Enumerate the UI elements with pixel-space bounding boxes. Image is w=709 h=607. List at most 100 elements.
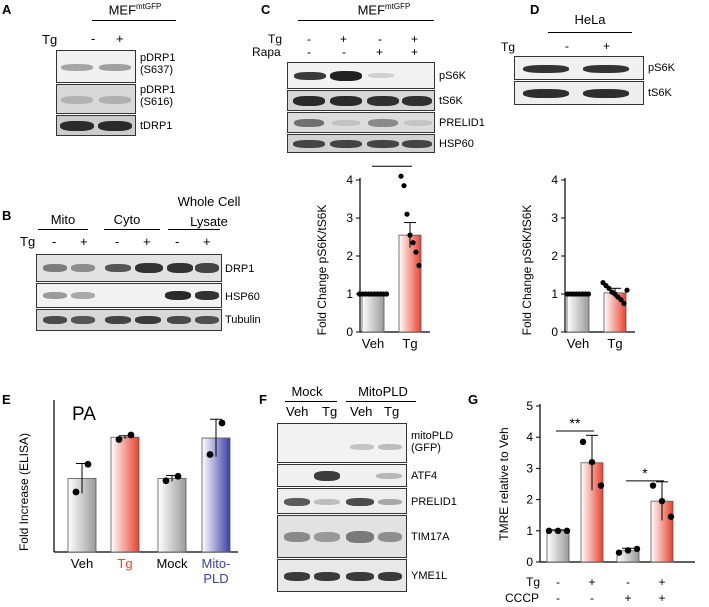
blot-d-ts6k	[514, 81, 644, 105]
chart-g-row1-3: +	[658, 575, 665, 589]
label-f-mitopld: mitoPLD (GFP)	[411, 430, 454, 454]
chart-g-point-0-0	[545, 527, 553, 534]
panel-c-header-line	[298, 20, 434, 21]
chart-g-ytick-label-2: 2	[526, 493, 533, 507]
chart-g-row1-2: -	[626, 575, 630, 589]
chart-d-point-1-8	[624, 287, 630, 293]
panel-f-group-mitopld: MitoPLD	[358, 384, 408, 399]
panel-a-lane-2: +	[116, 31, 124, 46]
panel-letter-c: C	[261, 2, 271, 17]
blot-c-ps6k	[287, 62, 435, 89]
blot-b-hsp60	[36, 283, 222, 308]
panel-b-group-cyto: Cyto	[113, 212, 141, 227]
chart-g-point-2-2	[633, 545, 641, 553]
panel-c-cell-line: MEFmtGFP	[357, 2, 411, 18]
blot-f-atf4	[277, 464, 407, 487]
panel-c-r1-l2: +	[340, 32, 348, 46]
panel-c-r1-l4: +	[411, 32, 419, 46]
chart-c-point-0-9	[383, 291, 390, 297]
label-f-prelid1: PRELID1	[411, 496, 457, 508]
chart-d-ylabel: Fold Change pS6K/tS6K	[520, 205, 534, 336]
chart-g-row1-label: Tg	[526, 575, 540, 589]
chart-d-point-1-2	[606, 285, 612, 291]
chart-g-point-1-2	[597, 482, 605, 489]
chart-g-sig-label-2: *	[642, 465, 648, 481]
panel-letter-b: B	[2, 208, 12, 223]
label-f-yme1l: YME1L	[411, 570, 448, 582]
panel-c-row1-label: Tg	[268, 32, 283, 46]
chart-e-point-3-1	[218, 419, 226, 427]
panel-d-lane-1: -	[565, 39, 569, 53]
chart-g-point-0-2	[563, 527, 571, 534]
panel-letter-f: F	[259, 392, 267, 407]
chart-g: TMRE relative to Veh Tg CCCP 0 1 2 3 4 5 - + - + -…	[497, 399, 695, 605]
panel-c-r2-l1: -	[307, 45, 311, 59]
chart-g-ytick-label-5: 5	[526, 399, 533, 413]
panel-letter-a: A	[2, 2, 12, 17]
chart-d-point-1-7	[621, 300, 627, 307]
panel-b-lane-3: -	[115, 234, 120, 249]
chart-g-row2-2: +	[624, 591, 631, 605]
blot-pdrp1-s616	[56, 84, 136, 114]
chart-e-xlabel-3: Mito-	[202, 556, 231, 571]
chart-g-point-3-0	[649, 482, 657, 489]
chart-g-sig-label-1: **	[570, 415, 581, 431]
panel-c-r1-l3: -	[378, 32, 382, 46]
panel-f-line-mock	[285, 401, 337, 402]
panel-f-lane-2: Tg	[322, 404, 338, 419]
panel-letter-g: G	[468, 392, 479, 407]
panel-d-cell-line: HeLa	[574, 12, 606, 27]
label-pdrp1-s616: pDRP1 (S616)	[140, 84, 176, 108]
chart-c-point-1-3	[407, 232, 413, 238]
chart-d-ytick-label-4: 4	[551, 173, 558, 187]
blot-f-tim17a	[277, 515, 407, 558]
chart-e-xlabel-2: Mock	[156, 556, 188, 571]
chart-c-ytick-label-0: 0	[346, 325, 353, 339]
chart-g-row1-1: +	[588, 575, 595, 589]
chart-g-ytick-label-0: 0	[526, 555, 533, 569]
chart-e-point-1-0	[115, 436, 123, 443]
chart-e-point-0-0	[72, 488, 80, 496]
label-tdrp1: tDRP1	[140, 120, 173, 132]
label-c-hsp60: HSP60	[439, 138, 474, 150]
blot-f-mitopld	[277, 423, 407, 463]
panel-f-group-mock: Mock	[291, 384, 323, 399]
chart-e-xlabel-3-1: PLD	[203, 571, 228, 586]
chart-g-ytick-label-4: 4	[526, 430, 533, 444]
chart-g-row2-3: +	[658, 591, 665, 605]
chart-c-xlabel-1: Tg	[402, 336, 417, 351]
panel-letter-d: D	[530, 2, 540, 17]
chart-c-xlabel-0: Veh	[362, 336, 384, 351]
chart-e-point-2-0	[162, 477, 170, 485]
panel-b-lane-1: -	[52, 234, 57, 249]
chart-d-xlabel-1: Tg	[607, 336, 622, 351]
chart-c-ytick-label-4: 4	[346, 173, 353, 187]
label-b-tubulin: Tubulin	[225, 314, 261, 326]
panel-b-line-cyto	[104, 229, 160, 230]
panel-a-lane-1: -	[91, 31, 96, 46]
panel-letter-e: E	[2, 392, 11, 407]
panel-d-header-line	[548, 32, 632, 33]
chart-c-point-1-4	[410, 240, 416, 246]
panel-f-lane-3: Veh	[350, 404, 373, 419]
chart-d: Fold Change pS6K/tS6K 0 1 2 3 4 Veh Tg	[520, 173, 635, 351]
chart-e-point-2-1	[174, 472, 182, 480]
panel-f-lane-1: Veh	[286, 404, 309, 419]
chart-e-xlabel-1: Tg	[117, 556, 132, 571]
panel-b-line-mito	[38, 229, 88, 230]
chart-g-ylabel: TMRE relative to Veh	[497, 427, 511, 540]
chart-g-bar-0	[546, 530, 570, 563]
blot-pdrp1-s637	[56, 50, 136, 83]
chart-g-row1-0: -	[556, 575, 560, 589]
panel-f-line-mitopld	[346, 401, 416, 402]
chart-e: Fold Increase (ELISA) PA Veh Tg Mock Mito-P…	[17, 400, 238, 586]
chart-e-bar-1	[110, 436, 140, 553]
panel-c-r1-l1: -	[307, 32, 311, 46]
chart-g-ytick-label-1: 1	[526, 524, 533, 538]
chart-d-point-0-7	[585, 291, 592, 297]
chart-g-point-3-1	[658, 497, 666, 505]
chart-c-point-1-6	[416, 262, 422, 269]
panel-b-lane-6: +	[203, 234, 211, 249]
panel-a-cell-line: MEFmtGFP	[108, 2, 162, 18]
label-pdrp1-s637: pDRP1 (S637)	[140, 52, 176, 76]
